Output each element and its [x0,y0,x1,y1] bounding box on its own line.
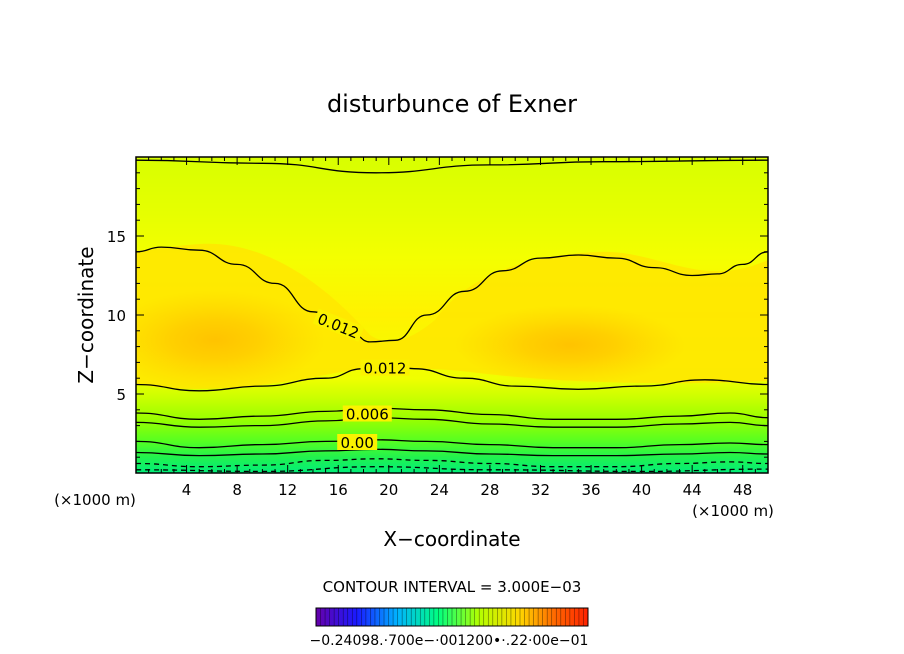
contour-line-0 [136,159,768,174]
x-unit-right: (×1000 m) [692,502,774,520]
x-tick-label: 40 [632,481,651,499]
colorbar-frame [315,607,589,627]
contour-line-3 [136,407,768,420]
x-tick-label: 36 [581,481,600,499]
contour-label-bg [360,359,410,376]
x-tick-label: 20 [379,481,398,499]
contour-label-bg [342,405,392,422]
contour-line-5 [136,439,768,449]
y-tick-label: 5 [116,386,126,404]
contour-line-4 [136,417,768,428]
x-tick-label: 4 [182,481,192,499]
contour-label-bg [337,434,378,450]
colorbar-ticks [320,608,584,626]
contour-core-right [455,305,685,385]
contour-line-8 [136,466,768,473]
contour-label-3: 0.00 [337,434,378,452]
y-tick-label: 15 [107,228,126,246]
contour-core-left [136,290,325,390]
x-axis-ticks: 4 8 12 16 20 24 28 32 36 40 44 48 [148,157,756,499]
contour-label-text: 0.00 [340,434,373,452]
contour-interval-note: CONTOUR INTERVAL = 3.000E−03 [323,578,582,596]
x-tick-label: 44 [683,481,702,499]
x-tick-label: 24 [430,481,449,499]
x-tick-label: 16 [329,481,348,499]
x-tick-label: 28 [480,481,499,499]
contour-line-6 [136,448,768,457]
x-tick-label: 12 [278,481,297,499]
y-axis-label: Z−coordinate [74,246,98,383]
colorbar-labels: −0.24098.·700e−·001200•·.22·00e−01 [310,633,589,649]
x-unit-left: (×1000 m) [54,491,136,509]
contour-line-1 [136,246,768,343]
contour-label-text: 0.006 [346,406,389,424]
chart-title: disturbunce of Exner [327,90,577,118]
x-axis-label: X−coordinate [383,527,520,551]
x-tick-label: 32 [531,481,550,499]
contour-label-bg [312,308,365,342]
x-tick-label: 8 [232,481,242,499]
contour-label-1: 0.012 [360,359,410,378]
contour-line-7 [136,458,768,468]
contour-label-text: 0.012 [364,360,407,378]
contour-lines [136,159,768,473]
y-axis-ticks: 5 10 15 [107,172,768,458]
contour-line-2 [136,364,768,392]
colorbar [315,607,589,627]
contour-label-2: 0.006 [342,405,392,424]
x-tick-label: 48 [733,481,752,499]
y-tick-label: 10 [107,307,126,325]
